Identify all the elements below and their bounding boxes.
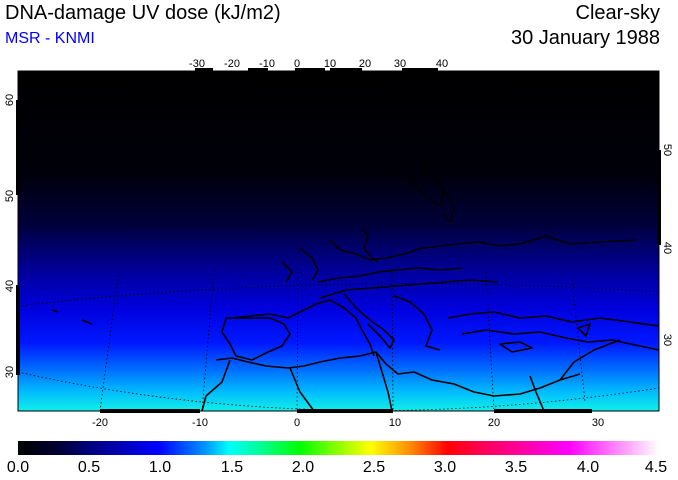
north-coast-outline — [329, 235, 637, 261]
turkey-outline — [461, 329, 659, 351]
left-lat-label: 60 — [4, 94, 16, 106]
left-lat-label: 30 — [4, 366, 16, 378]
top-lon-label: 20 — [359, 58, 371, 70]
right-lat-label: 40 — [661, 242, 673, 254]
denmark-outline — [361, 227, 379, 263]
coastlines — [51, 145, 659, 411]
map-date: 30 January 1988 — [510, 27, 660, 49]
left-tick-bar — [16, 100, 20, 195]
sky-condition: Clear-sky — [575, 2, 660, 24]
meridian-minus-20 — [99, 274, 119, 411]
colorbar-label: 4.5 — [644, 459, 668, 476]
colorbar-label: 3.0 — [433, 459, 457, 476]
bottom-tick-bar — [297, 409, 393, 413]
colorbar-label: 4.0 — [576, 459, 600, 476]
british-isles-outline — [299, 247, 319, 281]
colorbar-label: 1.0 — [148, 459, 172, 476]
top-tick-bar — [330, 68, 362, 73]
colorbar-label: 0.5 — [77, 459, 101, 476]
levant-coast — [559, 339, 621, 381]
colorbar-label: 0.0 — [6, 459, 30, 476]
latitude-line-30 — [18, 371, 659, 411]
meridian-20 — [485, 271, 495, 411]
bottom-lon-label: 10 — [389, 417, 401, 429]
island-mark-2 — [51, 309, 59, 313]
bottom-tick-bar — [100, 409, 200, 413]
top-tick-bar — [195, 68, 213, 73]
italy-outline — [343, 293, 395, 349]
right-lat-label: 30 — [661, 334, 673, 346]
bottom-tick-bar — [494, 409, 592, 413]
top-lon-label: 30 — [394, 58, 406, 70]
right-lat-label: 50 — [661, 144, 673, 156]
top-tick-bar — [402, 68, 438, 73]
iberia-outline — [221, 317, 291, 361]
central-europe-line-2 — [319, 279, 499, 299]
central-europe-line-1 — [317, 267, 463, 283]
right-latitude-labels: 50 40 30 — [661, 144, 673, 346]
top-longitude-labels: -30 -20 -10 0 10 20 30 40 — [189, 58, 448, 70]
bottom-lon-label: -10 — [192, 417, 208, 429]
bottom-lon-label: -20 — [92, 417, 108, 429]
south-europe-coast — [231, 299, 375, 357]
bottom-lon-label: 30 — [592, 417, 604, 429]
top-lon-label: -20 — [224, 58, 240, 70]
black-sea-coast — [447, 311, 659, 327]
uv-field — [18, 71, 659, 411]
left-tick-bar — [16, 285, 20, 375]
bottom-lon-label: 20 — [488, 417, 500, 429]
top-tick-bar — [248, 68, 268, 73]
island-mark — [81, 319, 93, 325]
colorbar-label: 2.0 — [291, 459, 315, 476]
colorbar-label: 2.5 — [362, 459, 386, 476]
colorbar-label: 3.5 — [504, 459, 528, 476]
scandinavia-outline — [371, 145, 445, 207]
map-field — [18, 71, 659, 411]
colorbar-label: 1.5 — [220, 459, 244, 476]
top-tick-bar — [295, 68, 325, 73]
north-africa-coast — [215, 351, 581, 397]
balkans-outline — [393, 295, 441, 351]
top-lon-label: -30 — [189, 58, 205, 70]
top-lon-label: 0 — [294, 58, 300, 70]
top-lon-label: -10 — [259, 58, 275, 70]
top-lon-label: 10 — [324, 58, 336, 70]
egypt-border — [529, 375, 545, 411]
ireland-outline — [281, 261, 293, 283]
data-source: MSR - KNMI — [5, 30, 95, 47]
left-lat-label: 50 — [4, 190, 16, 202]
tunisia-libya-border — [375, 351, 393, 411]
left-lat-label: 40 — [4, 280, 16, 292]
bottom-lon-label: 0 — [294, 417, 300, 429]
left-latitude-labels: 60 50 40 30 — [4, 94, 16, 378]
bottom-longitude-labels: -20 -10 0 10 20 30 — [92, 417, 604, 429]
frame-tick-bars — [16, 68, 661, 413]
finland-outline — [441, 189, 455, 223]
map-title: DNA-damage UV dose (kJ/m2) — [5, 2, 281, 24]
uv-dose-map: -30 -20 -10 0 10 20 30 40 -20 -10 0 10 2… — [4, 58, 673, 429]
algeria-border — [289, 367, 315, 411]
right-tick-bar — [657, 150, 661, 245]
top-lon-label: 40 — [436, 58, 448, 70]
morocco-border — [201, 359, 231, 411]
colorbar — [18, 441, 659, 455]
cyprus-outline — [499, 341, 533, 353]
map-overlays — [18, 145, 659, 411]
latitude-line-40 — [18, 283, 659, 307]
caspian-shore — [577, 323, 591, 337]
